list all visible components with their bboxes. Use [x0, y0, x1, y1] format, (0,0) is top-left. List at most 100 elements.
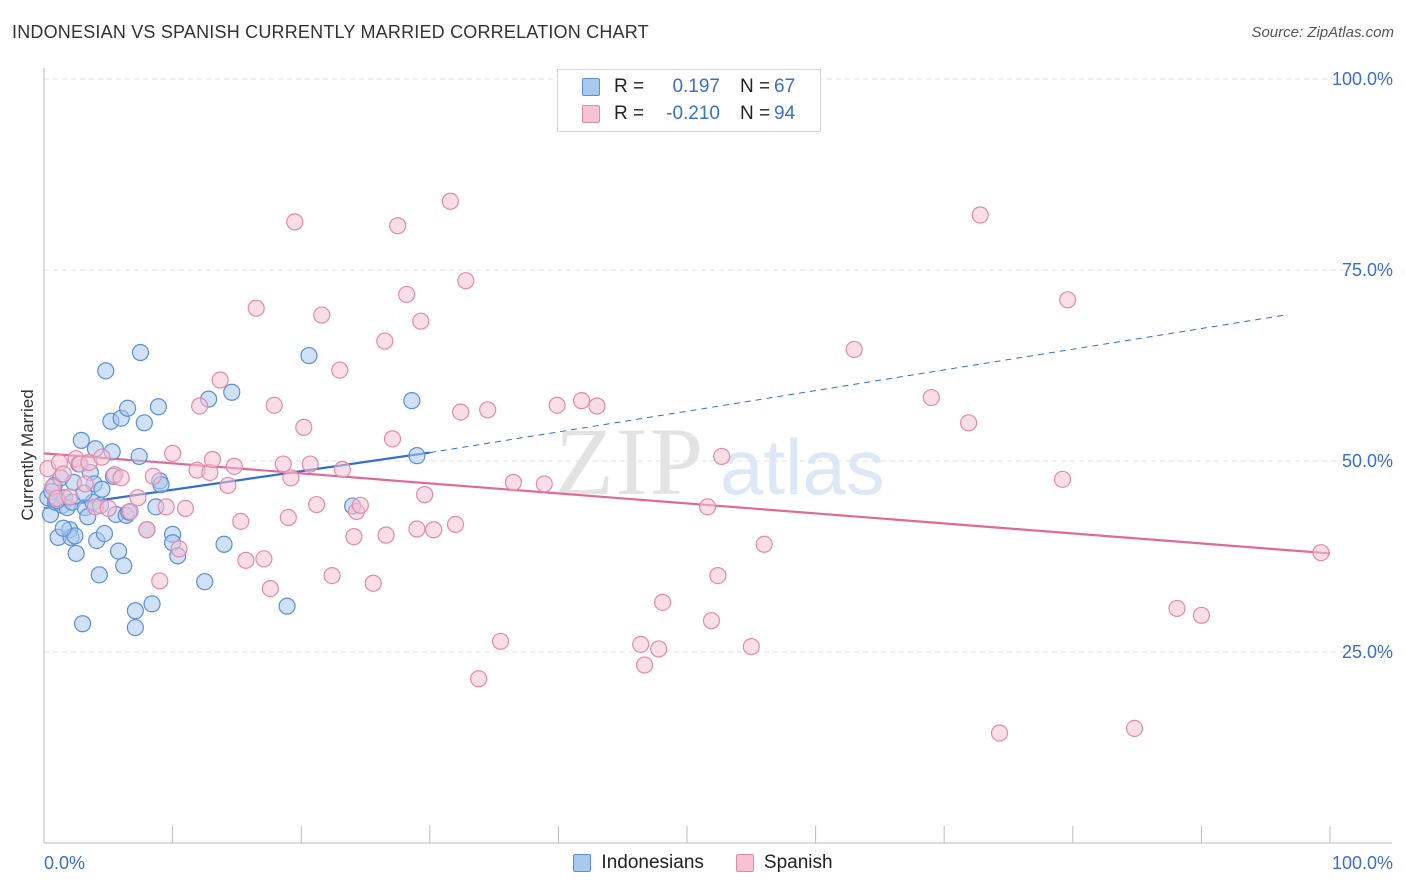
- y-tick-label: 100.0%: [1332, 69, 1393, 89]
- point-spanish: [76, 475, 94, 493]
- tick-labels: 25.0% 50.0% 75.0% 100.0% 0.0% 100.0%: [44, 69, 1393, 873]
- point-spanish: [572, 392, 591, 410]
- point-spanish: [845, 340, 863, 359]
- point-indonesians: [278, 597, 296, 615]
- point-spanish: [709, 566, 727, 585]
- point-indonesians: [126, 618, 144, 637]
- point-spanish: [425, 521, 443, 539]
- watermark-zip: ZIP: [555, 408, 705, 515]
- source-note: Source: ZipAtlas.com: [1251, 24, 1394, 41]
- point-spanish: [164, 444, 182, 462]
- point-indonesians: [408, 447, 426, 465]
- point-spanish: [261, 579, 279, 598]
- point-indonesians: [143, 595, 161, 613]
- y-tick-label: 25.0%: [1342, 642, 1393, 662]
- point-spanish: [279, 508, 297, 527]
- point-spanish: [308, 495, 326, 514]
- point-indonesians: [196, 573, 214, 591]
- series-legend: Indonesians Spanish: [0, 852, 1406, 874]
- point-spanish: [157, 498, 175, 516]
- legend-swatch-indonesians: [573, 854, 592, 872]
- point-indonesians: [130, 447, 148, 466]
- point-spanish: [416, 486, 434, 504]
- point-spanish: [588, 397, 606, 415]
- data-points: [39, 192, 1330, 742]
- legend-n-label: N =: [740, 76, 771, 97]
- legend-n-value: 94: [774, 103, 796, 124]
- point-spanish: [1125, 719, 1144, 738]
- point-spanish: [376, 332, 394, 350]
- point-spanish: [121, 502, 139, 521]
- point-spanish: [504, 473, 522, 491]
- y-tick-label: 50.0%: [1342, 451, 1393, 471]
- point-spanish: [377, 526, 395, 544]
- point-spanish: [313, 306, 331, 324]
- legend-r-label: R =: [614, 76, 645, 97]
- point-spanish: [219, 476, 237, 495]
- point-indonesians: [95, 524, 114, 543]
- legend-swatch-indonesians: [582, 78, 600, 96]
- point-spanish: [61, 488, 79, 506]
- point-spanish: [1059, 291, 1077, 309]
- point-spanish: [702, 612, 721, 630]
- point-spanish: [398, 285, 416, 304]
- point-indonesians: [126, 602, 144, 620]
- axes: [43, 68, 1392, 844]
- correlation-legend: R = 0.197 N = 67 R = -0.210 N = 94: [557, 69, 821, 132]
- legend-r-value: 0.197: [672, 76, 720, 97]
- point-spanish: [247, 299, 265, 317]
- legend-item-spanish[interactable]: Spanish: [735, 852, 833, 874]
- legend-r-label: R =: [614, 103, 645, 124]
- point-indonesians: [54, 519, 72, 537]
- point-spanish: [653, 593, 672, 611]
- point-indonesians: [93, 480, 111, 498]
- point-spanish: [203, 450, 222, 469]
- point-spanish: [191, 397, 209, 415]
- point-spanish: [1192, 606, 1211, 624]
- point-spanish: [144, 467, 162, 485]
- point-indonesians: [72, 431, 90, 449]
- point-spanish: [232, 512, 250, 530]
- point-spanish: [441, 192, 459, 210]
- point-indonesians: [90, 566, 108, 584]
- point-spanish: [295, 418, 313, 436]
- point-spanish: [274, 455, 292, 473]
- point-spanish: [345, 528, 363, 546]
- x-tick-label: 100.0%: [1332, 853, 1393, 873]
- point-spanish: [470, 670, 488, 688]
- point-spanish: [971, 206, 989, 224]
- point-spanish: [479, 401, 497, 419]
- trend-lines: [43, 314, 1331, 555]
- point-spanish: [138, 521, 156, 539]
- legend-r-value: -0.210: [666, 103, 720, 124]
- point-spanish: [255, 550, 273, 568]
- legend-item-indonesians[interactable]: Indonesians: [573, 852, 704, 874]
- point-indonesians: [300, 346, 318, 365]
- point-spanish: [383, 430, 402, 448]
- point-spanish: [237, 551, 255, 569]
- point-spanish: [99, 499, 117, 517]
- point-spanish: [54, 465, 72, 483]
- watermark: ZIP atlas: [555, 408, 885, 515]
- point-spanish: [301, 455, 319, 473]
- point-indonesians: [115, 557, 133, 575]
- point-spanish: [112, 469, 130, 487]
- point-indonesians: [67, 544, 85, 563]
- legend-swatch-spanish: [582, 105, 600, 123]
- y-tick-label: 75.0%: [1342, 260, 1393, 280]
- point-spanish: [650, 640, 668, 658]
- point-spanish: [331, 361, 349, 379]
- point-indonesians: [131, 343, 150, 362]
- point-spanish: [265, 396, 283, 414]
- point-spanish: [1312, 544, 1330, 562]
- legend-swatch-spanish: [735, 854, 754, 872]
- point-spanish: [282, 469, 300, 487]
- point-indonesians: [97, 362, 115, 380]
- point-spanish: [364, 574, 382, 592]
- point-spanish: [211, 371, 229, 389]
- point-spanish: [351, 496, 369, 514]
- legend-label-spanish: Spanish: [763, 852, 833, 873]
- point-spanish: [755, 535, 773, 553]
- point-spanish: [713, 447, 731, 466]
